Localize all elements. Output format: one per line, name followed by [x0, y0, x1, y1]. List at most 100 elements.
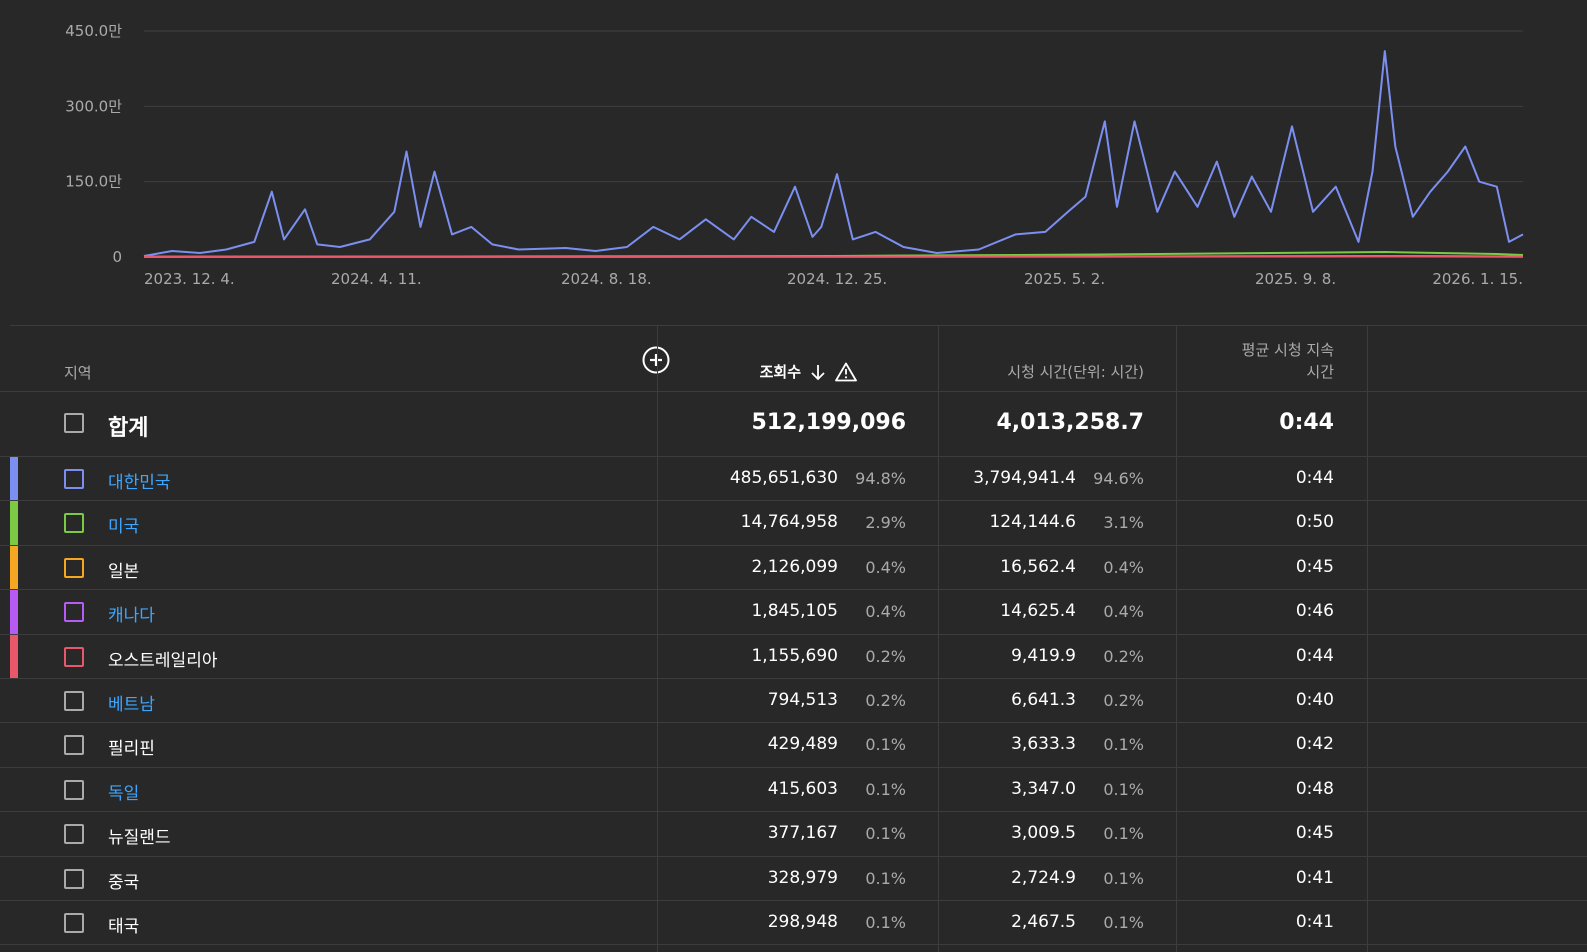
region-avg-duration: 0:46: [1295, 601, 1334, 621]
region-checkbox[interactable]: [64, 558, 84, 578]
region-views-pct: 0.1%: [865, 869, 906, 888]
region-watch-time: 3,633.3: [1011, 734, 1076, 754]
region-views-pct: 0.4%: [865, 558, 906, 577]
region-checkbox[interactable]: [64, 469, 84, 489]
table-row: 뉴질랜드 377,167 0.1% 3,009.5 0.1% 0:45: [0, 812, 1587, 857]
region-avg-duration: 0:50: [1295, 512, 1334, 532]
region-views: 328,979: [767, 868, 838, 888]
region-watch-time: 2,467.5: [1011, 912, 1076, 932]
region-watch-time: 16,562.4: [1000, 557, 1076, 577]
region-views-pct: 0.2%: [865, 647, 906, 666]
table-row: 캐나다 1,845,105 0.4% 14,625.4 0.4% 0:46: [0, 590, 1587, 635]
region-watch-pct: 0.1%: [1103, 869, 1144, 888]
region-name[interactable]: 미국: [108, 517, 140, 537]
warning-triangle-icon[interactable]: [835, 362, 857, 382]
region-name: 태국: [108, 917, 140, 937]
region-views-pct: 0.1%: [865, 780, 906, 799]
region-watch-pct: 0.2%: [1103, 647, 1144, 666]
region-watch-time: 3,794,941.4: [973, 468, 1076, 488]
region-views-pct: 0.1%: [865, 913, 906, 932]
y-tick-label: 150.0만: [65, 173, 122, 191]
table-row: 미국 14,764,958 2.9% 124,144.6 3.1% 0:50: [0, 501, 1587, 546]
region-avg-duration: 0:44: [1295, 468, 1334, 488]
region-watch-time: 14,625.4: [1000, 601, 1076, 621]
region-checkbox[interactable]: [64, 647, 84, 667]
region-watch-pct: 0.4%: [1103, 558, 1144, 577]
series-color-bar: [10, 679, 18, 722]
region-avg-duration: 0:45: [1295, 823, 1334, 843]
table-header: 지역 조회수 시청 시간(단위: 시간) 평균 시청 지속 시간: [0, 325, 1587, 392]
region-name: 중국: [108, 873, 140, 893]
region-checkbox[interactable]: [64, 780, 84, 800]
total-watch-time: 4,013,258.7: [996, 410, 1144, 435]
series-color-bar: [10, 501, 18, 545]
region-name[interactable]: 독일: [108, 784, 140, 804]
region-views: 14,764,958: [740, 512, 838, 532]
series-line: [143, 50, 1524, 257]
region-watch-time: 3,009.5: [1011, 823, 1076, 843]
region-watch-time: 3,347.0: [1011, 779, 1076, 799]
region-name: 일본: [108, 562, 140, 582]
region-views-pct: 2.9%: [865, 513, 906, 532]
add-column-button[interactable]: [642, 346, 670, 374]
x-tick-label: 2025. 5. 2.: [1024, 270, 1105, 288]
table-row: 필리핀 429,489 0.1% 3,633.3 0.1% 0:42: [0, 723, 1587, 768]
region-views: 1,155,690: [751, 646, 838, 666]
region-watch-pct: 0.1%: [1103, 780, 1144, 799]
region-checkbox[interactable]: [64, 824, 84, 844]
region-avg-duration: 0:48: [1295, 779, 1334, 799]
avg-duration-label-line1: 평균 시청 지속: [1241, 341, 1334, 359]
avg-duration-column-header[interactable]: 평균 시청 지속 시간: [1242, 339, 1334, 383]
region-name: 오스트레일리아: [108, 651, 218, 671]
region-watch-pct: 0.1%: [1103, 735, 1144, 754]
total-avg-duration: 0:44: [1279, 410, 1334, 435]
region-watch-pct: 0.1%: [1103, 824, 1144, 843]
region-name: 필리핀: [108, 739, 155, 759]
region-watch-time: 124,144.6: [989, 512, 1076, 532]
region-watch-time: 9,419.9: [1011, 646, 1076, 666]
region-checkbox[interactable]: [64, 513, 84, 533]
region-avg-duration: 0:44: [1295, 646, 1334, 666]
region-name[interactable]: 베트남: [108, 695, 155, 715]
series-color-bar: [10, 901, 18, 944]
x-tick-label: 2025. 9. 8.: [1255, 270, 1336, 288]
region-views: 429,489: [767, 734, 838, 754]
region-table: 지역 조회수 시청 시간(단위: 시간) 평균 시청 지속 시간 합계 512,…: [0, 325, 1587, 952]
region-views-pct: 0.2%: [865, 691, 906, 710]
region-views-pct: 0.1%: [865, 824, 906, 843]
region-views: 794,513: [767, 690, 838, 710]
total-checkbox[interactable]: [64, 413, 84, 433]
x-tick-label: 2026. 1. 15.: [1432, 270, 1523, 288]
y-tick-label: 0: [112, 248, 122, 266]
table-row: 오스트레일리아 1,155,690 0.2% 9,419.9 0.2% 0:44: [0, 635, 1587, 679]
region-name[interactable]: 대한민국: [108, 473, 171, 493]
region-avg-duration: 0:40: [1295, 690, 1334, 710]
region-views: 2,126,099: [751, 557, 838, 577]
series-color-bar: [10, 590, 18, 634]
views-column-header[interactable]: 조회수: [760, 361, 857, 382]
table-row: 베트남 794,513 0.2% 6,641.3 0.2% 0:40: [0, 679, 1587, 723]
region-column-header[interactable]: 지역: [64, 364, 92, 382]
series-color-bar: [10, 857, 18, 900]
y-tick-label: 450.0만: [65, 22, 122, 40]
region-watch-pct: 0.4%: [1103, 602, 1144, 621]
region-views: 415,603: [767, 779, 838, 799]
views-line-chart: 450.0만 300.0만 150.0만 0 2023. 12. 4. 2024. 4. …: [65, 22, 1524, 288]
total-row: 합계 512,199,096 4,013,258.7 0:44: [0, 392, 1587, 457]
region-views: 1,845,105: [751, 601, 838, 621]
x-tick-label: 2023. 12. 4.: [144, 270, 235, 288]
region-checkbox[interactable]: [64, 602, 84, 622]
region-checkbox[interactable]: [64, 913, 84, 933]
watch-time-column-header[interactable]: 시청 시간(단위: 시간): [1007, 363, 1144, 381]
region-name[interactable]: 캐나다: [108, 606, 155, 626]
region-checkbox[interactable]: [64, 691, 84, 711]
region-checkbox[interactable]: [64, 735, 84, 755]
total-views: 512,199,096: [751, 410, 906, 435]
region-name: 뉴질랜드: [108, 828, 171, 848]
views-column-label: 조회수: [759, 363, 801, 381]
region-views-pct: 0.1%: [865, 735, 906, 754]
region-watch-time: 2,724.9: [1011, 868, 1076, 888]
region-checkbox[interactable]: [64, 869, 84, 889]
table-row: 태국 298,948 0.1% 2,467.5 0.1% 0:41: [0, 901, 1587, 945]
series-color-bar: [10, 546, 18, 589]
